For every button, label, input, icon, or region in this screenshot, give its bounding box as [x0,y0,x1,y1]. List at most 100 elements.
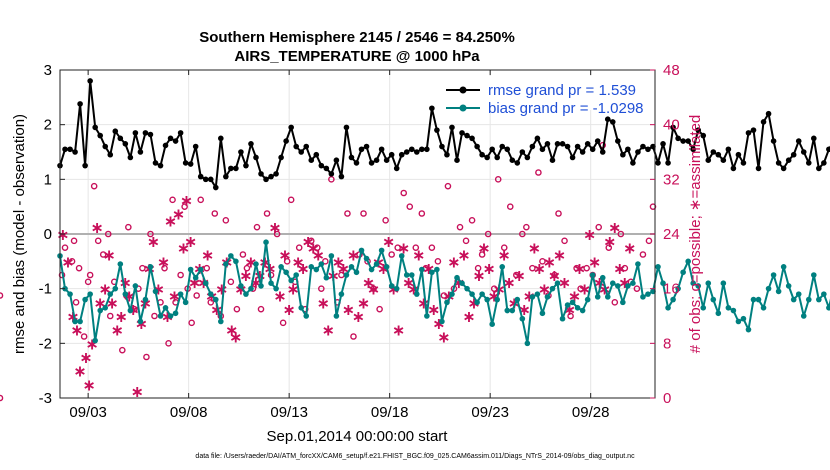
assimilated-obs-marker: ∗ [382,232,395,251]
rmse-point [720,157,727,163]
possible-obs-marker [143,353,150,361]
possible-obs-marker [181,203,188,210]
bias-point [72,318,78,325]
possible-obs-marker [434,258,442,265]
rmse-point [147,131,154,138]
rmse-point [268,173,274,180]
bias-point [795,291,802,297]
y-tick-label-right: 32 [663,171,680,188]
bias-point [735,318,742,325]
assimilated-obs-marker: ∗ [322,321,335,340]
bias-point [584,296,591,303]
possible-obs-marker [506,203,514,210]
bias-point [419,266,425,273]
rmse-point [343,124,350,131]
bias-point [263,239,269,245]
possible-obs-marker [494,176,502,183]
bias-point [790,296,797,303]
possible-obs-marker [125,223,132,231]
rmse-point [574,143,581,150]
bias-point [811,272,817,278]
assimilated-obs-marker: ∗ [297,259,310,278]
bias-point [424,313,430,319]
bias-point [755,296,762,303]
rmse-point [630,160,636,166]
rmse-point [816,165,822,172]
x-tick-label: 09/13 [270,404,308,421]
rmse-point [328,171,335,177]
rmse-point [599,149,606,155]
bias-point [82,296,88,303]
assimilated-obs-marker: ∗ [437,328,450,347]
assimilated-obs-marker: ∗ [352,307,365,326]
bias-point [112,285,119,292]
possible-obs-marker [203,264,211,272]
possible-obs-marker [90,182,98,190]
count-markers: ∗∗∗∗∗∗∗∗∗∗∗∗∗∗∗∗∗∗∗∗∗∗∗∗∗∗∗∗∗∗∗∗∗∗∗∗∗∗∗∗… [0,141,657,402]
rmse-point [635,149,641,155]
bias-point [102,305,109,311]
possible-obs-marker [535,169,542,176]
assimilated-obs-marker: ∗ [147,232,160,251]
x-tick-label: 09/23 [471,404,509,421]
rmse-point [278,154,284,161]
bias-point [268,280,274,287]
rmse-point [313,151,320,158]
y-tick-label-right: 8 [663,335,671,352]
possible-obs-marker [80,333,88,340]
rmse-point [363,143,370,150]
chart-title-line1: Southern Hemisphere 2145 / 2546 = 84.250… [199,29,515,46]
bias-point [620,299,626,306]
rmse-point [298,149,305,155]
rmse-point [469,135,475,142]
bias-point [177,291,184,297]
assimilated-obs-marker: ∗ [588,252,601,271]
rmse-point [444,151,450,158]
assimilated-obs-marker: ∗ [201,246,214,265]
axis-ticks: 09/03 09/08 09/13 09/18 09/23 09/28 -3 -2 -1 0 1 2 3… [39,62,680,421]
bias-point [715,310,722,317]
rmse-point [152,160,159,166]
rmse-point [383,157,390,163]
rmse-point [760,119,767,125]
bias-point [303,313,310,319]
bias-point [469,291,475,297]
assimilated-obs-marker: ∗ [462,307,475,326]
bias-point [609,280,616,287]
bias-point [393,285,400,292]
bias-point [599,274,606,281]
assimilated-obs-marker: ∗ [229,328,242,347]
rmse-point [579,149,586,155]
assimilated-obs-marker: ∗ [482,259,495,278]
rmse-point [419,146,425,153]
x-axis-label: Sep.01,2014 00:00:00 start [267,428,449,445]
rmse-point [680,138,686,144]
assimilated-obs-marker: ∗ [543,252,556,271]
bias-point [142,296,149,303]
possible-obs-marker [86,271,94,279]
rmse-point [318,162,325,169]
assimilated-obs-marker: ∗ [131,382,144,401]
bias-point [805,296,812,303]
rmse-point [790,151,797,158]
possible-obs-marker [400,189,408,197]
possible-obs-marker [468,217,476,224]
possible-obs-marker [428,244,436,251]
bias-point [273,285,279,292]
possible-obs-marker [253,223,261,231]
rmse-point [107,151,114,158]
rmse-point [167,135,174,142]
assimilated-obs-marker: ∗ [347,246,360,265]
bias-point [348,264,355,270]
assimilated-obs-marker: ∗ [472,266,485,285]
bias-point [529,294,536,300]
assimilated-obs-marker: ∗ [111,321,124,340]
bias-point [745,326,752,333]
rmse-point [529,143,536,150]
bias-point [785,283,792,289]
rmse-point [82,162,88,169]
rmse-point [218,135,224,142]
bias-point [62,285,68,292]
bias-point [207,291,214,297]
rmse-point [504,146,511,153]
